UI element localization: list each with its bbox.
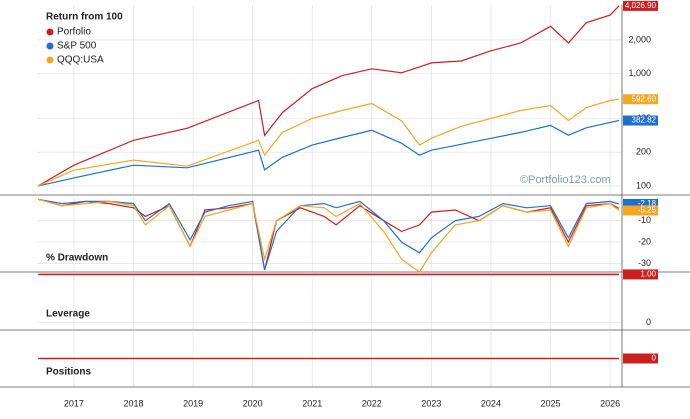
- x-tick-label: 2018: [123, 398, 143, 408]
- y-tick-label: -20: [638, 236, 651, 246]
- y-tick-label: 2,000: [628, 34, 651, 44]
- series-line: [38, 119, 620, 187]
- x-tick-label: 2024: [481, 398, 501, 408]
- legend-marker: [46, 42, 54, 50]
- series-line: [37, 98, 620, 187]
- series-line: [37, 5, 620, 187]
- end-tag: [623, 198, 658, 209]
- legend-label: S&P 500: [57, 41, 97, 52]
- series-line: [38, 198, 620, 271]
- end-tag: [623, 269, 658, 280]
- panel-title: Leverage: [46, 309, 90, 320]
- end-tag-label: -5.25: [638, 206, 657, 215]
- end-tag-label: -2.18: [638, 199, 657, 208]
- end-tag: [623, 205, 658, 216]
- x-tick-label: 2021: [302, 398, 322, 408]
- series-line: [38, 198, 620, 273]
- series-line: [38, 198, 620, 271]
- end-tag: [623, 115, 658, 126]
- y-tick-label: -30: [638, 258, 651, 268]
- chart-title: Return from 100: [46, 12, 123, 23]
- legend-marker: [46, 28, 54, 36]
- x-tick-label: 2026: [600, 398, 620, 408]
- x-tick-label: 2022: [362, 398, 382, 408]
- end-tag-label: 382.82: [632, 116, 657, 125]
- end-tag-label: 0: [652, 354, 657, 363]
- panel-title: Positions: [46, 367, 91, 378]
- end-tag: [623, 353, 658, 364]
- end-tag: [623, 94, 658, 105]
- x-tick-label: 2025: [540, 398, 560, 408]
- watermark: ©Portfolio123.com: [520, 174, 611, 186]
- x-tick-label: 2019: [183, 398, 203, 408]
- x-tick-label: 2020: [243, 398, 263, 408]
- panel-title: % Drawdown: [46, 253, 108, 264]
- legend-marker: [46, 56, 54, 64]
- y-tick-label: 100: [636, 180, 651, 190]
- x-tick-label: 2023: [421, 398, 441, 408]
- legend-label: Porfolio: [57, 27, 91, 38]
- x-tick-label: 2017: [64, 398, 84, 408]
- legend-label: QQQ:USA: [57, 55, 104, 66]
- end-tag-label: 592.60: [632, 94, 657, 103]
- y-tick-label: 0: [646, 317, 651, 327]
- end-tag: [623, 0, 658, 11]
- end-tag-label: 1.00: [640, 270, 656, 279]
- y-tick-label: 200: [636, 147, 651, 157]
- y-tick-label: -10: [638, 215, 651, 225]
- y-tick-label: 1,000: [628, 68, 651, 78]
- end-tag-label: 4,026.90: [625, 1, 657, 10]
